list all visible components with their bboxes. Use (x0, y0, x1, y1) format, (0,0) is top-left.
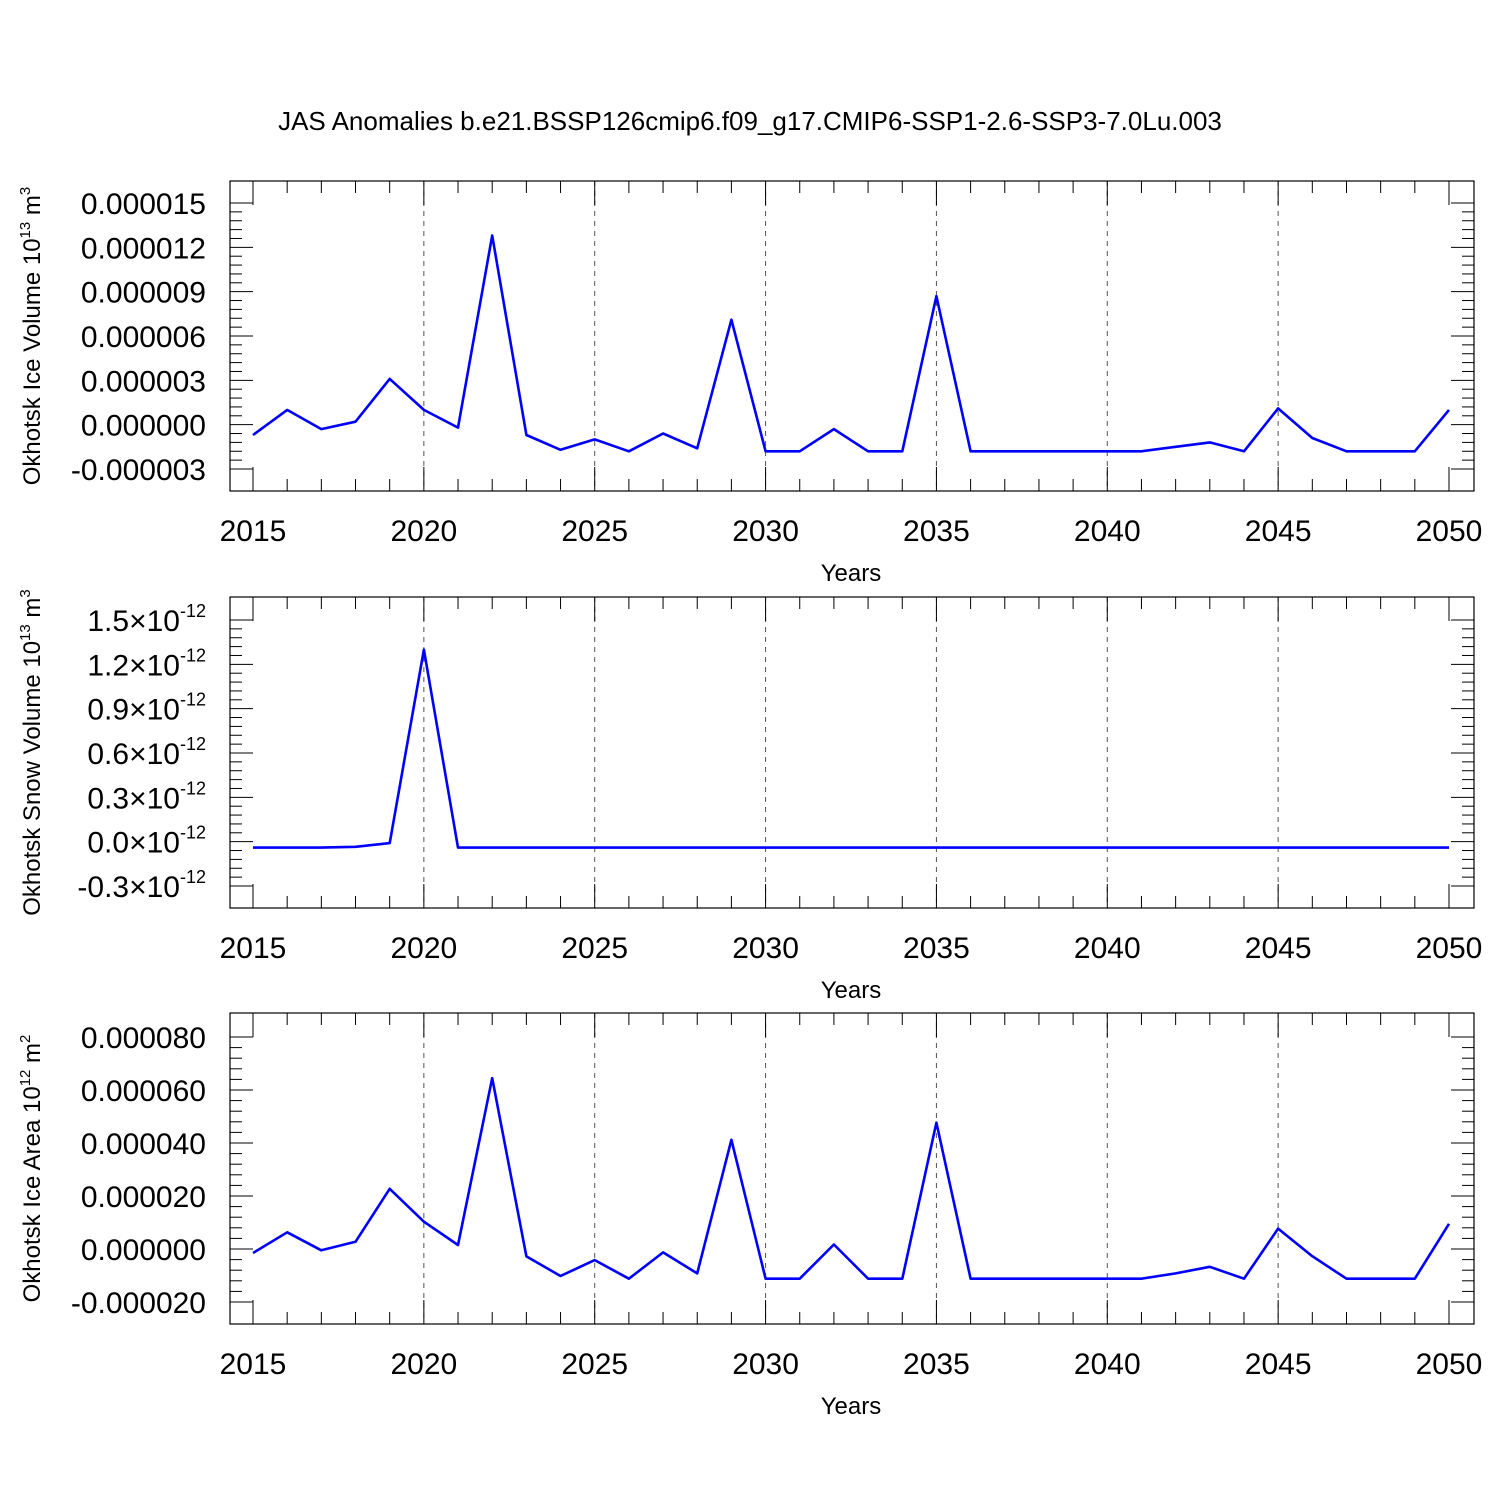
panels: -0.000003 0.000000 0.000003 0.000006 0.00000… (17, 180, 1483, 1420)
series-line (252, 1076, 1451, 1280)
x-tick-label: 2030 (732, 932, 799, 965)
x-tick-label: 2035 (903, 932, 970, 965)
x-tick-label: 2045 (1245, 515, 1312, 548)
y-tick-label: -0.000003 (71, 454, 206, 487)
y-tick-label: 0.6×10-12 (87, 734, 206, 771)
y-tick-label: 0.000003 (81, 365, 206, 398)
x-axis-label: Years (821, 560, 882, 587)
y-tick-label: 1.2×10-12 (87, 645, 206, 682)
x-tick-label: 2045 (1245, 932, 1312, 965)
x-tick-label: 2040 (1074, 932, 1141, 965)
x-tick-label: 2020 (390, 932, 457, 965)
x-tick-label: 2015 (220, 515, 287, 548)
x-tick-label: 2035 (903, 1348, 970, 1381)
y-tick-label: 0.000000 (81, 410, 206, 443)
y-tick-label: 0.000012 (81, 232, 206, 265)
x-tick-label: 2050 (1416, 515, 1483, 548)
x-tick-label: 2040 (1074, 1348, 1141, 1381)
y-tick-label: 0.000006 (81, 321, 206, 354)
y-tick-label: 0.000060 (81, 1075, 206, 1108)
series-line (252, 234, 1451, 453)
x-tick-label: 2025 (561, 1348, 628, 1381)
y-axis-label: Okhotsk Snow Volume 1013 m3 (17, 589, 46, 916)
chart-panel-2: -0.3×10-12 0.0×10-12 0.3×10-12 0.6×10-12 0.9… (17, 589, 1482, 1004)
x-tick-label: 2020 (390, 1348, 457, 1381)
x-tick-label: 2015 (220, 932, 287, 965)
x-tick-label: 2040 (1074, 515, 1141, 548)
y-tick-label: 0.000080 (81, 1022, 206, 1055)
x-axis-label: Years (821, 1393, 882, 1420)
x-tick-label: 2050 (1416, 932, 1483, 965)
y-tick-label: 0.9×10-12 (87, 690, 206, 727)
y-tick-label: 1.5×10-12 (87, 601, 206, 638)
y-tick-label: 0.000015 (81, 188, 206, 221)
x-tick-label: 2030 (732, 1348, 799, 1381)
y-tick-label: -0.3×10-12 (77, 867, 206, 904)
x-tick-label: 2035 (903, 515, 970, 548)
figure-title: JAS Anomalies b.e21.BSSP126cmip6.f09_g17… (278, 106, 1222, 136)
y-axis-label: Okhotsk Ice Volume 1013 m3 (17, 187, 46, 486)
chart-panel-3: -0.000020 0.000000 0.000020 0.000040 0.00006… (17, 1012, 1483, 1420)
series-line (253, 648, 1449, 849)
x-tick-label: 2050 (1416, 1348, 1483, 1381)
y-tick-label: 0.000009 (81, 277, 206, 310)
y-tick-label: 0.000000 (81, 1234, 206, 1267)
x-tick-label: 2045 (1245, 1348, 1312, 1381)
y-tick-label: 0.000020 (81, 1181, 206, 1214)
y-axis-label: Okhotsk Ice Area 1012 m2 (17, 1035, 46, 1303)
y-tick-label: 0.000040 (81, 1128, 206, 1161)
x-tick-label: 2030 (732, 515, 799, 548)
x-tick-label: 2015 (220, 1348, 287, 1381)
x-tick-label: 2020 (390, 515, 457, 548)
x-axis-label: Years (821, 977, 882, 1004)
y-tick-label: 0.0×10-12 (87, 823, 206, 860)
chart-panel-1: -0.000003 0.000000 0.000003 0.000006 0.00000… (17, 180, 1483, 587)
y-tick-label: 0.3×10-12 (87, 778, 206, 815)
plot-frame (229, 1012, 1475, 1325)
x-tick-label: 2025 (561, 515, 628, 548)
x-tick-label: 2025 (561, 932, 628, 965)
y-tick-label: -0.000020 (71, 1287, 206, 1320)
